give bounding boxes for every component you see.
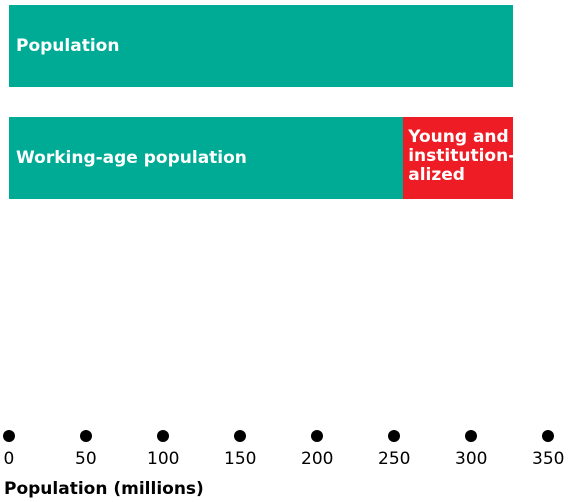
x-axis-title: Population (millions) xyxy=(4,479,204,499)
x-tick-dot xyxy=(388,430,400,442)
bar-label: Working-age population xyxy=(16,148,247,168)
x-tick-label: 300 xyxy=(455,449,488,469)
x-tick-label: 200 xyxy=(301,449,334,469)
x-tick-label: 250 xyxy=(378,449,411,469)
x-tick-label: 50 xyxy=(75,449,97,469)
x-tick-dot xyxy=(157,430,169,442)
x-tick-dot xyxy=(542,430,554,442)
x-tick-label: 0 xyxy=(3,449,15,469)
x-tick-dot xyxy=(311,430,323,442)
segment-label: Young and institution- alized xyxy=(408,127,516,185)
x-tick-dot xyxy=(80,430,92,442)
x-tick-label: 150 xyxy=(224,449,257,469)
x-tick-dot xyxy=(234,430,246,442)
x-tick-dot xyxy=(3,430,15,442)
bar-1-segment-0 xyxy=(9,117,404,199)
x-tick-label: 350 xyxy=(532,449,565,469)
x-tick-label: 100 xyxy=(147,449,180,469)
bar-label: Population xyxy=(16,36,120,56)
x-tick-dot xyxy=(465,430,477,442)
bar-1-segment-1 xyxy=(403,117,513,199)
bar-0-segment-0 xyxy=(9,5,513,87)
